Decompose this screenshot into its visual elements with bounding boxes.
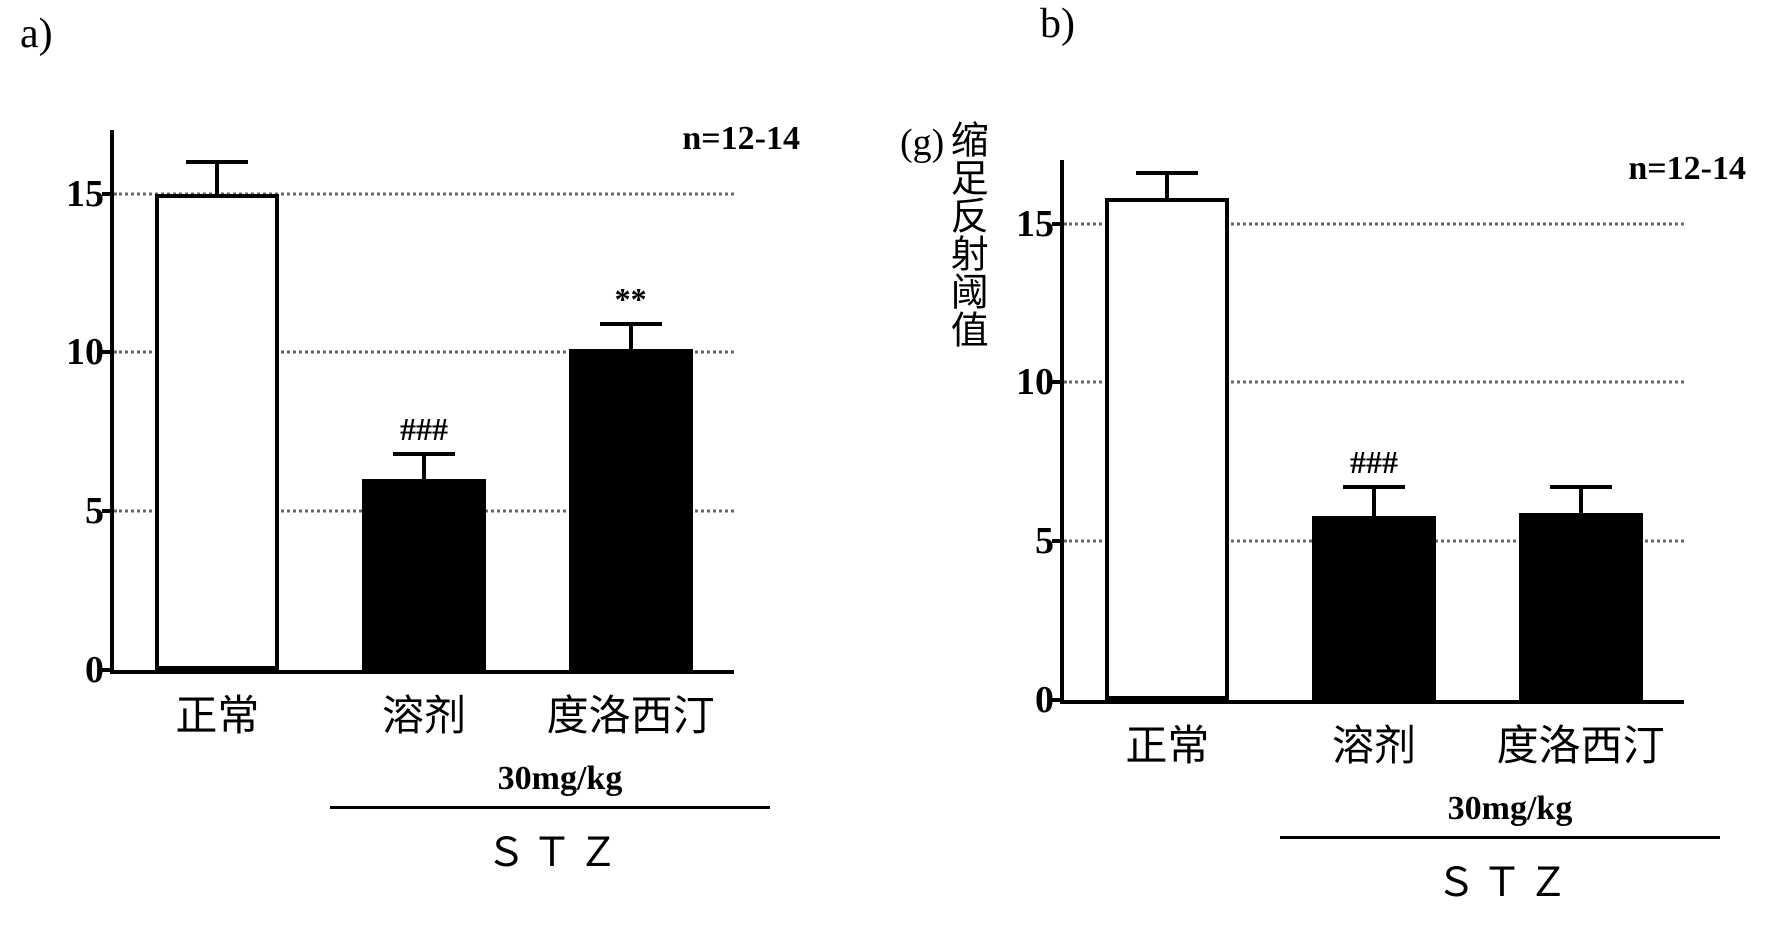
panel-b-y-axis-title-text: 缩足反射阈值 <box>944 120 986 348</box>
significance-label: ** <box>615 281 647 318</box>
panel-b-plot: 051015正常###溶剂度洛西汀 <box>1060 160 1684 704</box>
ytick-label: 0 <box>1035 678 1064 722</box>
bar <box>569 349 693 670</box>
panel-b-y-axis-title: 缩足反射阈值 (g) <box>900 120 984 348</box>
panel-b-stz-label: ＳＴＺ <box>1436 850 1574 908</box>
panel-a-plot: 051015正常###溶剂**度洛西汀 <box>110 130 734 674</box>
ytick-label: 15 <box>1016 202 1064 246</box>
panel-a-dose-label: 30mg/kg <box>498 760 623 798</box>
error-bar-cap <box>186 160 248 164</box>
error-bar-cap <box>1550 485 1612 489</box>
error-bar-stem <box>422 454 426 479</box>
error-bar-stem <box>629 324 633 349</box>
panel-b-dose-label: 30mg/kg <box>1448 790 1573 828</box>
panel-b-y-axis-unit: (g) <box>900 124 944 164</box>
panel-a-stz-label: ＳＴＺ <box>486 820 624 878</box>
error-bar-stem <box>215 162 219 194</box>
error-bar-cap <box>1343 485 1405 489</box>
panel-a: a) n=12-14 051015正常###溶剂**度洛西汀 30mg/kg Ｓ… <box>0 0 860 925</box>
panel-a-stz-line <box>330 806 770 809</box>
error-bar-stem <box>1165 173 1169 198</box>
panel-b-label: b) <box>1040 0 1075 48</box>
figure: a) n=12-14 051015正常###溶剂**度洛西汀 30mg/kg Ｓ… <box>0 0 1776 925</box>
ytick-label: 5 <box>85 489 114 533</box>
significance-label: ### <box>1350 444 1398 481</box>
error-bar-cap <box>1136 171 1198 175</box>
ytick-label: 0 <box>85 648 114 692</box>
x-category-label: 正常 <box>175 670 259 743</box>
panel-b-stz-line <box>1280 836 1720 839</box>
panel-a-label: a) <box>20 10 53 58</box>
error-bar-stem <box>1579 487 1583 512</box>
x-category-label: 溶剂 <box>382 670 466 743</box>
ytick-label: 10 <box>1016 360 1064 404</box>
x-category-label: 溶剂 <box>1332 700 1416 773</box>
bar <box>155 194 279 670</box>
bar <box>362 479 486 670</box>
bar <box>1519 513 1643 700</box>
error-bar-stem <box>1372 487 1376 516</box>
error-bar-cap <box>600 322 662 326</box>
panel-b: b) n=12-14 缩足反射阈值 (g) 051015正常###溶剂度洛西汀 … <box>890 0 1776 925</box>
ytick-label: 5 <box>1035 519 1064 563</box>
ytick-label: 10 <box>66 330 114 374</box>
ytick-label: 15 <box>66 172 114 216</box>
bar <box>1105 198 1229 700</box>
x-category-label: 度洛西汀 <box>1497 700 1665 773</box>
x-category-label: 度洛西汀 <box>547 670 715 743</box>
significance-label: ### <box>400 411 448 448</box>
x-category-label: 正常 <box>1125 700 1209 773</box>
error-bar-cap <box>393 452 455 456</box>
bar <box>1312 516 1436 700</box>
